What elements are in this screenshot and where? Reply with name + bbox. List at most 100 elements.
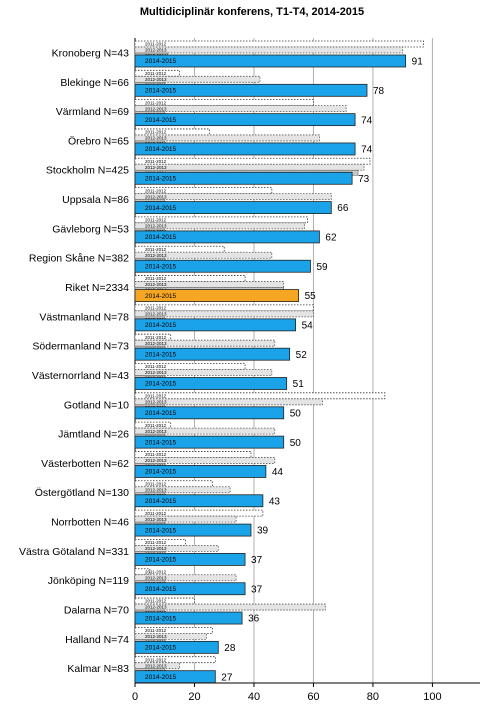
bar-series-label: 2012-2013 — [145, 165, 167, 170]
bar-series-label: 2012-2013 — [145, 487, 167, 492]
bar-series-label: 2014-2015 — [145, 586, 176, 593]
value-label: 43 — [269, 496, 281, 507]
x-tick-label: 100 — [423, 691, 441, 703]
bar — [134, 515, 237, 523]
category-label: Jämtland N=26 — [58, 429, 129, 441]
bar-series-label: 2011-2012 — [145, 247, 167, 252]
bar-series-label: 2012-2013 — [145, 341, 167, 346]
x-tick-label: 80 — [367, 691, 379, 703]
bar-series-label: 2011-2012 — [145, 394, 167, 399]
bar — [134, 333, 172, 341]
category-label: Västmanland N=78 — [39, 311, 129, 323]
bar — [134, 369, 273, 376]
bar-series-label: 2014-2015 — [145, 58, 176, 65]
category-label: Norrbotten N=46 — [51, 517, 129, 529]
bar-series-label: 2012-2013 — [145, 605, 167, 610]
category-label: Östergötland N=130 — [35, 487, 129, 499]
bar-series-label: 2014-2015 — [145, 175, 176, 182]
bar-series-label: 2012-2013 — [145, 312, 167, 317]
category-label: Västerbotten N=62 — [41, 458, 129, 470]
bar-series-label: 2012-2013 — [145, 458, 167, 463]
bar-series-label: 2011-2012 — [145, 628, 167, 633]
bar — [134, 480, 213, 488]
category-label: Stockholm N=425 — [46, 165, 129, 177]
bar — [134, 142, 356, 156]
bar-series-label: 2014-2015 — [145, 263, 176, 270]
bar-series-label: 2014-2015 — [145, 615, 176, 622]
bar-series-label: 2012-2013 — [145, 370, 167, 375]
category-label: Jönköping N=119 — [48, 575, 129, 587]
value-label: 78 — [373, 86, 385, 97]
bar — [134, 427, 276, 435]
value-label: 66 — [337, 203, 349, 214]
value-label: 74 — [361, 145, 373, 156]
bar-series-label: 2014-2015 — [145, 117, 176, 124]
bar-series-label: 2014-2015 — [145, 351, 176, 358]
bar-series-label: 2011-2012 — [145, 540, 167, 545]
bar-series-label: 2011-2012 — [145, 452, 167, 457]
bar-series-label: 2014-2015 — [145, 146, 176, 153]
bar-series-label: 2014-2015 — [145, 645, 176, 652]
bar — [134, 574, 237, 582]
value-label: 59 — [316, 262, 328, 273]
bar — [134, 406, 285, 420]
bar-series-label: 2014-2015 — [145, 498, 176, 505]
value-label: 52 — [296, 350, 308, 361]
value-label: 73 — [358, 174, 370, 185]
value-label: 55 — [305, 291, 317, 302]
bar — [134, 157, 371, 165]
bar — [134, 46, 404, 54]
category-label: Gotland N=10 — [64, 399, 129, 411]
bar-series-label: 2012-2013 — [145, 136, 167, 141]
bar-series-label: 2012-2013 — [145, 663, 167, 668]
bar — [134, 251, 273, 259]
bar — [134, 339, 276, 347]
bar — [134, 640, 219, 654]
bar-series-label: 2011-2012 — [145, 481, 167, 486]
chart-title: Multidiciplinär konferens, T1-T4, 2014-2… — [140, 6, 364, 18]
value-label: 39 — [257, 526, 269, 537]
bar — [134, 597, 195, 605]
bar — [134, 105, 347, 113]
bar — [134, 398, 323, 406]
bar-series-label: 2014-2015 — [145, 381, 176, 388]
value-label: 51 — [293, 379, 305, 390]
bar — [134, 171, 353, 185]
bar-series-label: 2014-2015 — [145, 205, 176, 212]
category-label: Uppsala N=86 — [62, 194, 129, 206]
bar — [134, 451, 252, 458]
category-label: Blekinge N=66 — [60, 77, 129, 89]
category-label: Västernorrland N=43 — [32, 370, 129, 382]
bar-series-label: 2012-2013 — [145, 48, 167, 53]
bar-series-label: 2011-2012 — [145, 599, 167, 604]
bar — [134, 611, 243, 625]
category-label: Halland N=74 — [65, 634, 129, 646]
bar-series-label: 2012-2013 — [145, 224, 167, 229]
bar — [134, 40, 424, 48]
bar-series-label: 2012-2013 — [145, 106, 167, 111]
bar-series-label: 2012-2013 — [145, 546, 167, 551]
category-label: Kronoberg N=43 — [52, 47, 130, 59]
category-label: Södermanland N=73 — [32, 341, 129, 353]
bar-series-label: 2014-2015 — [145, 88, 176, 95]
value-label: 36 — [248, 614, 260, 625]
bar-series-label: 2011-2012 — [145, 276, 167, 281]
value-label: 37 — [251, 584, 263, 595]
bar-series-label: 2011-2012 — [145, 42, 167, 47]
bar-series-label: 2011-2012 — [145, 423, 167, 428]
bar — [134, 582, 246, 596]
bar — [134, 465, 267, 478]
bar-series-label: 2014-2015 — [145, 410, 176, 417]
bar — [134, 392, 386, 400]
category-label: Gävleborg N=53 — [52, 223, 129, 235]
bar — [134, 318, 297, 332]
bar-series-label: 2014-2015 — [145, 674, 176, 681]
x-tick-label: 20 — [188, 691, 200, 703]
bar — [134, 222, 305, 230]
bar — [134, 259, 311, 273]
value-label: 91 — [412, 57, 424, 68]
bar-series-label: 2012-2013 — [145, 194, 167, 199]
bar-series-label: 2011-2012 — [145, 364, 167, 369]
value-label: 62 — [325, 233, 337, 244]
